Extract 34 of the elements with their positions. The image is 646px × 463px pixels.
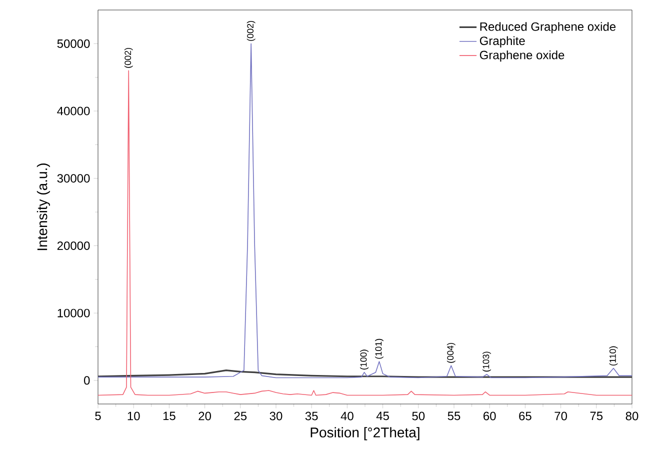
x-tick-label: 50 <box>412 412 425 420</box>
x-tick-label: 5 <box>95 412 101 420</box>
x-tick-label: 55 <box>448 412 460 420</box>
y-tick-label: 30000 <box>57 174 90 183</box>
annotation: (004) <box>446 342 456 363</box>
x-tick-label: 80 <box>626 412 638 420</box>
annotation: (002) <box>246 21 256 41</box>
annotation: (100) <box>360 350 368 370</box>
x-tick-label: 75 <box>590 412 603 420</box>
annotation: (101) <box>375 338 384 359</box>
y-tick-label: 0 <box>84 376 90 385</box>
y-tick-label: 20000 <box>57 241 90 250</box>
x-tick-label: 70 <box>554 412 567 420</box>
legend-label: Graphene oxide <box>480 50 564 62</box>
annotation: (110) <box>609 346 618 366</box>
legend-label: Graphite <box>480 36 525 48</box>
x-tick-label: 25 <box>234 412 247 420</box>
x-tick-label: 65 <box>519 412 532 420</box>
x-tick-label: 60 <box>484 412 496 420</box>
x-tick-label: 30 <box>270 412 282 420</box>
legend-label: Reduced Graphene oxide <box>480 22 616 34</box>
y-tick-label: 40000 <box>57 106 90 116</box>
x-tick-label: 15 <box>163 412 176 420</box>
annotation: (103) <box>482 352 491 372</box>
x-tick-label: 45 <box>376 412 389 420</box>
x-axis-title: Position [°2Theta] <box>310 427 420 440</box>
y-axis-title: Intensity (a.u.) <box>36 164 50 250</box>
x-tick-label: 35 <box>305 412 318 420</box>
y-tick-label: 50000 <box>57 39 90 48</box>
y-tick-label: 10000 <box>58 308 90 318</box>
x-tick-label: 40 <box>340 412 354 420</box>
annotation: (002) <box>124 48 133 68</box>
x-tick-label: 10 <box>128 412 140 420</box>
x-tick-label: 20 <box>198 412 212 420</box>
